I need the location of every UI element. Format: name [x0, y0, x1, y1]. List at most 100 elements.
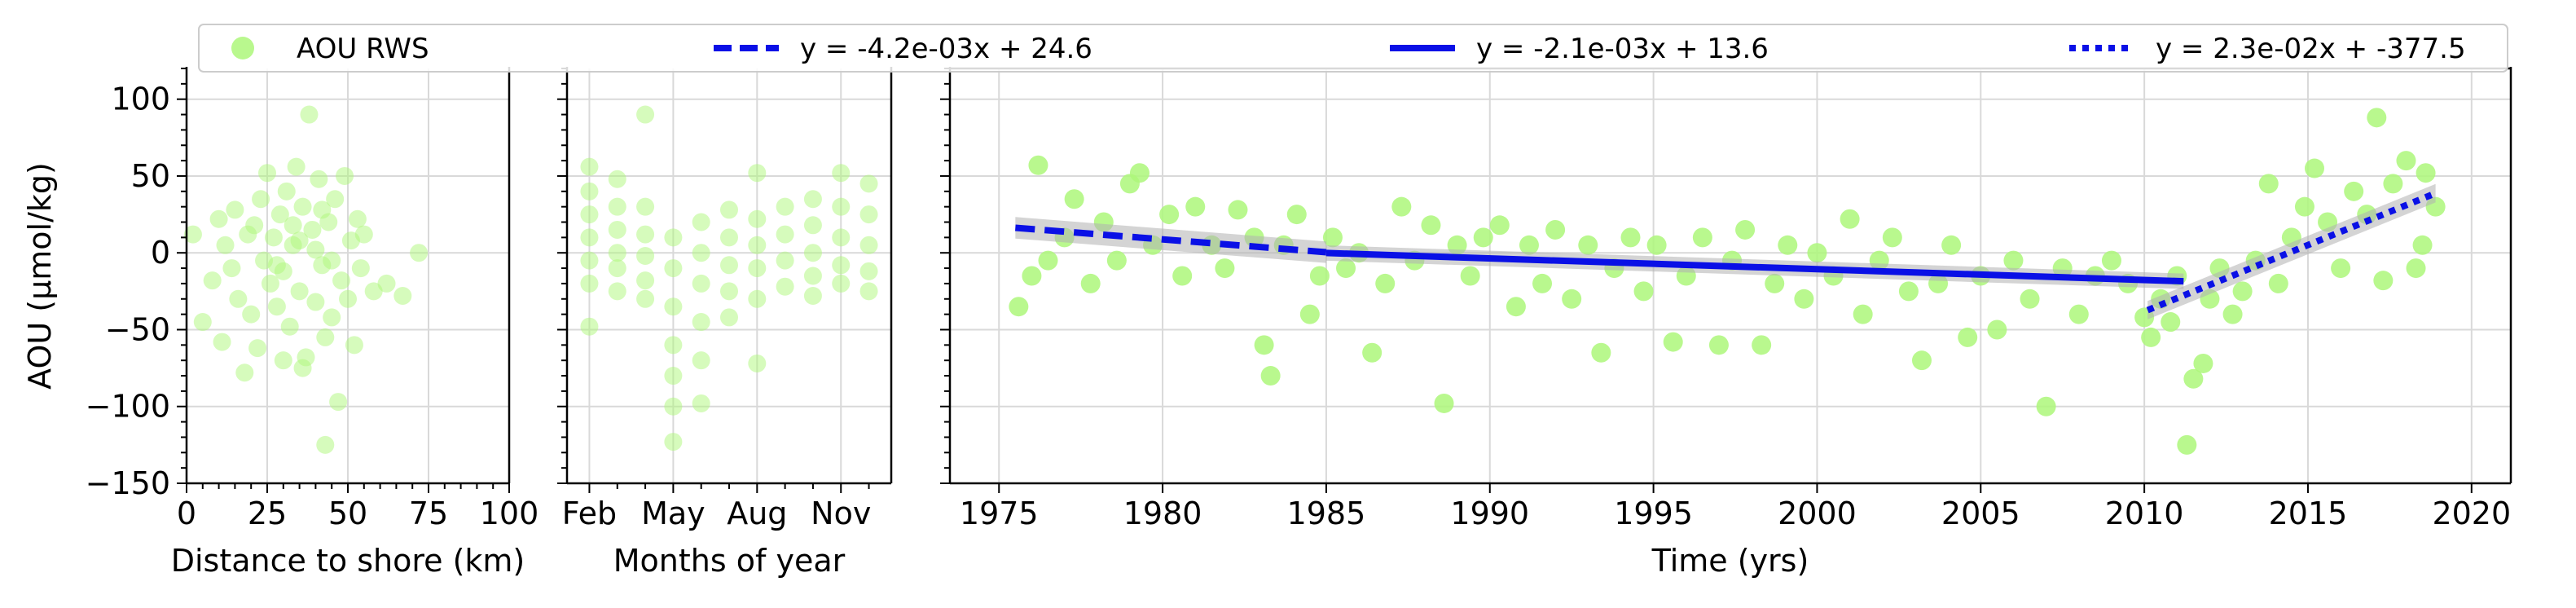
data-point — [1260, 366, 1281, 386]
data-point — [264, 228, 283, 247]
data-point — [1506, 297, 1526, 317]
x-tick-label: Nov — [811, 496, 871, 531]
data-point — [300, 105, 319, 124]
data-point — [2036, 396, 2056, 416]
data-point — [313, 200, 332, 219]
data-point — [748, 236, 767, 254]
data-point — [1882, 227, 1902, 248]
legend-label-solid: y = -2.1e-03x + 13.6 — [1476, 33, 1769, 65]
data-point — [293, 359, 312, 377]
data-point — [248, 339, 267, 358]
x-axis-label: Time (yrs) — [1651, 543, 1809, 579]
data-points — [183, 105, 429, 454]
data-point — [1807, 243, 1827, 263]
x-tick-label: 75 — [409, 496, 448, 531]
data-point — [1172, 266, 1193, 286]
data-point — [859, 282, 878, 301]
data-point — [1064, 189, 1084, 209]
data-point — [664, 259, 683, 278]
data-point — [720, 228, 738, 247]
data-point — [1391, 196, 1412, 217]
data-point — [664, 228, 683, 247]
data-point — [2068, 304, 2089, 324]
data-point — [258, 164, 276, 183]
data-point — [636, 105, 655, 124]
x-axis-label: Months of year — [613, 543, 846, 579]
data-point — [316, 328, 335, 346]
data-point — [2294, 196, 2314, 217]
data-point — [1591, 342, 1611, 363]
data-point — [1473, 227, 1493, 248]
data-point — [1080, 273, 1101, 293]
legend-marker-aou — [231, 37, 254, 59]
data-point — [1106, 250, 1127, 271]
data-point — [636, 271, 655, 290]
data-point — [720, 282, 738, 301]
y-tick-label: 100 — [111, 82, 170, 117]
data-point — [803, 267, 822, 285]
panel-distance: −150 −100 −50 0 50 100 AOU (µmol/kg) 0 25 50 75 100… — [22, 67, 538, 579]
legend: AOU RWS y = -4.2e-03x + 24.6 y = -2.1e-0… — [198, 24, 2508, 73]
axes: Feb May Aug Nov Months of year — [557, 67, 893, 579]
data-point — [303, 220, 322, 239]
fit-line-dashed — [1015, 224, 1327, 256]
data-point — [580, 205, 599, 224]
fit-confidence-band — [2147, 183, 2436, 319]
data-point — [1185, 196, 1206, 217]
x-tick-label: 2000 — [1778, 496, 1857, 531]
data-point — [580, 317, 599, 336]
data-point — [2222, 304, 2243, 324]
legend-label-dashed: y = -4.2e-03x + 24.6 — [800, 33, 1092, 65]
data-point — [2177, 434, 2197, 455]
data-point — [1228, 200, 1248, 220]
data-point — [280, 317, 299, 336]
data-point — [1286, 205, 1307, 225]
data-point — [306, 240, 325, 259]
panel-time: 1975 1980 1985 1990 1995 2000 2005 2010 2015 2020… — [940, 67, 2512, 579]
data-point — [1620, 227, 1641, 248]
data-point — [859, 205, 878, 224]
y-tick-label: 50 — [131, 158, 170, 194]
data-point — [2193, 353, 2213, 373]
data-point — [664, 336, 683, 355]
y-axis-label: AOU (µmol/kg) — [22, 162, 58, 390]
fit-line-solid — [1325, 249, 2184, 285]
data-point — [261, 274, 279, 293]
data-point — [226, 200, 244, 219]
data-point — [1489, 215, 1510, 236]
data-point — [252, 190, 270, 209]
data-point — [339, 289, 357, 308]
legend-label-dotted: y = 2.3e-02x + -377.5 — [2156, 33, 2466, 65]
data-point — [1434, 393, 1454, 413]
data-point — [1129, 163, 1150, 183]
y-tick-label: −50 — [105, 311, 170, 347]
data-point — [290, 231, 309, 250]
data-point — [377, 274, 396, 293]
data-points — [580, 105, 878, 452]
data-point — [2101, 250, 2121, 271]
data-point — [2331, 258, 2351, 279]
data-point — [776, 225, 794, 244]
x-tick-label: 1975 — [960, 496, 1039, 531]
fit-lines — [1015, 183, 2438, 319]
data-point — [859, 262, 878, 280]
data-point — [316, 435, 335, 454]
data-point — [213, 333, 231, 351]
x-tick-label: 2020 — [2432, 496, 2511, 531]
data-point — [1941, 235, 1962, 255]
data-point — [287, 157, 306, 176]
data-point — [1362, 342, 1383, 363]
data-point — [209, 209, 228, 228]
data-point — [193, 313, 212, 332]
data-point — [1898, 281, 1919, 302]
data-point — [329, 393, 348, 412]
data-point — [290, 282, 309, 301]
data-point — [1646, 235, 1667, 255]
data-point — [1663, 332, 1683, 352]
data-point — [183, 225, 202, 244]
data-point — [776, 197, 794, 216]
x-tick-label: 50 — [328, 496, 367, 531]
x-tick-label: Aug — [727, 496, 787, 531]
data-point — [1460, 266, 1480, 286]
